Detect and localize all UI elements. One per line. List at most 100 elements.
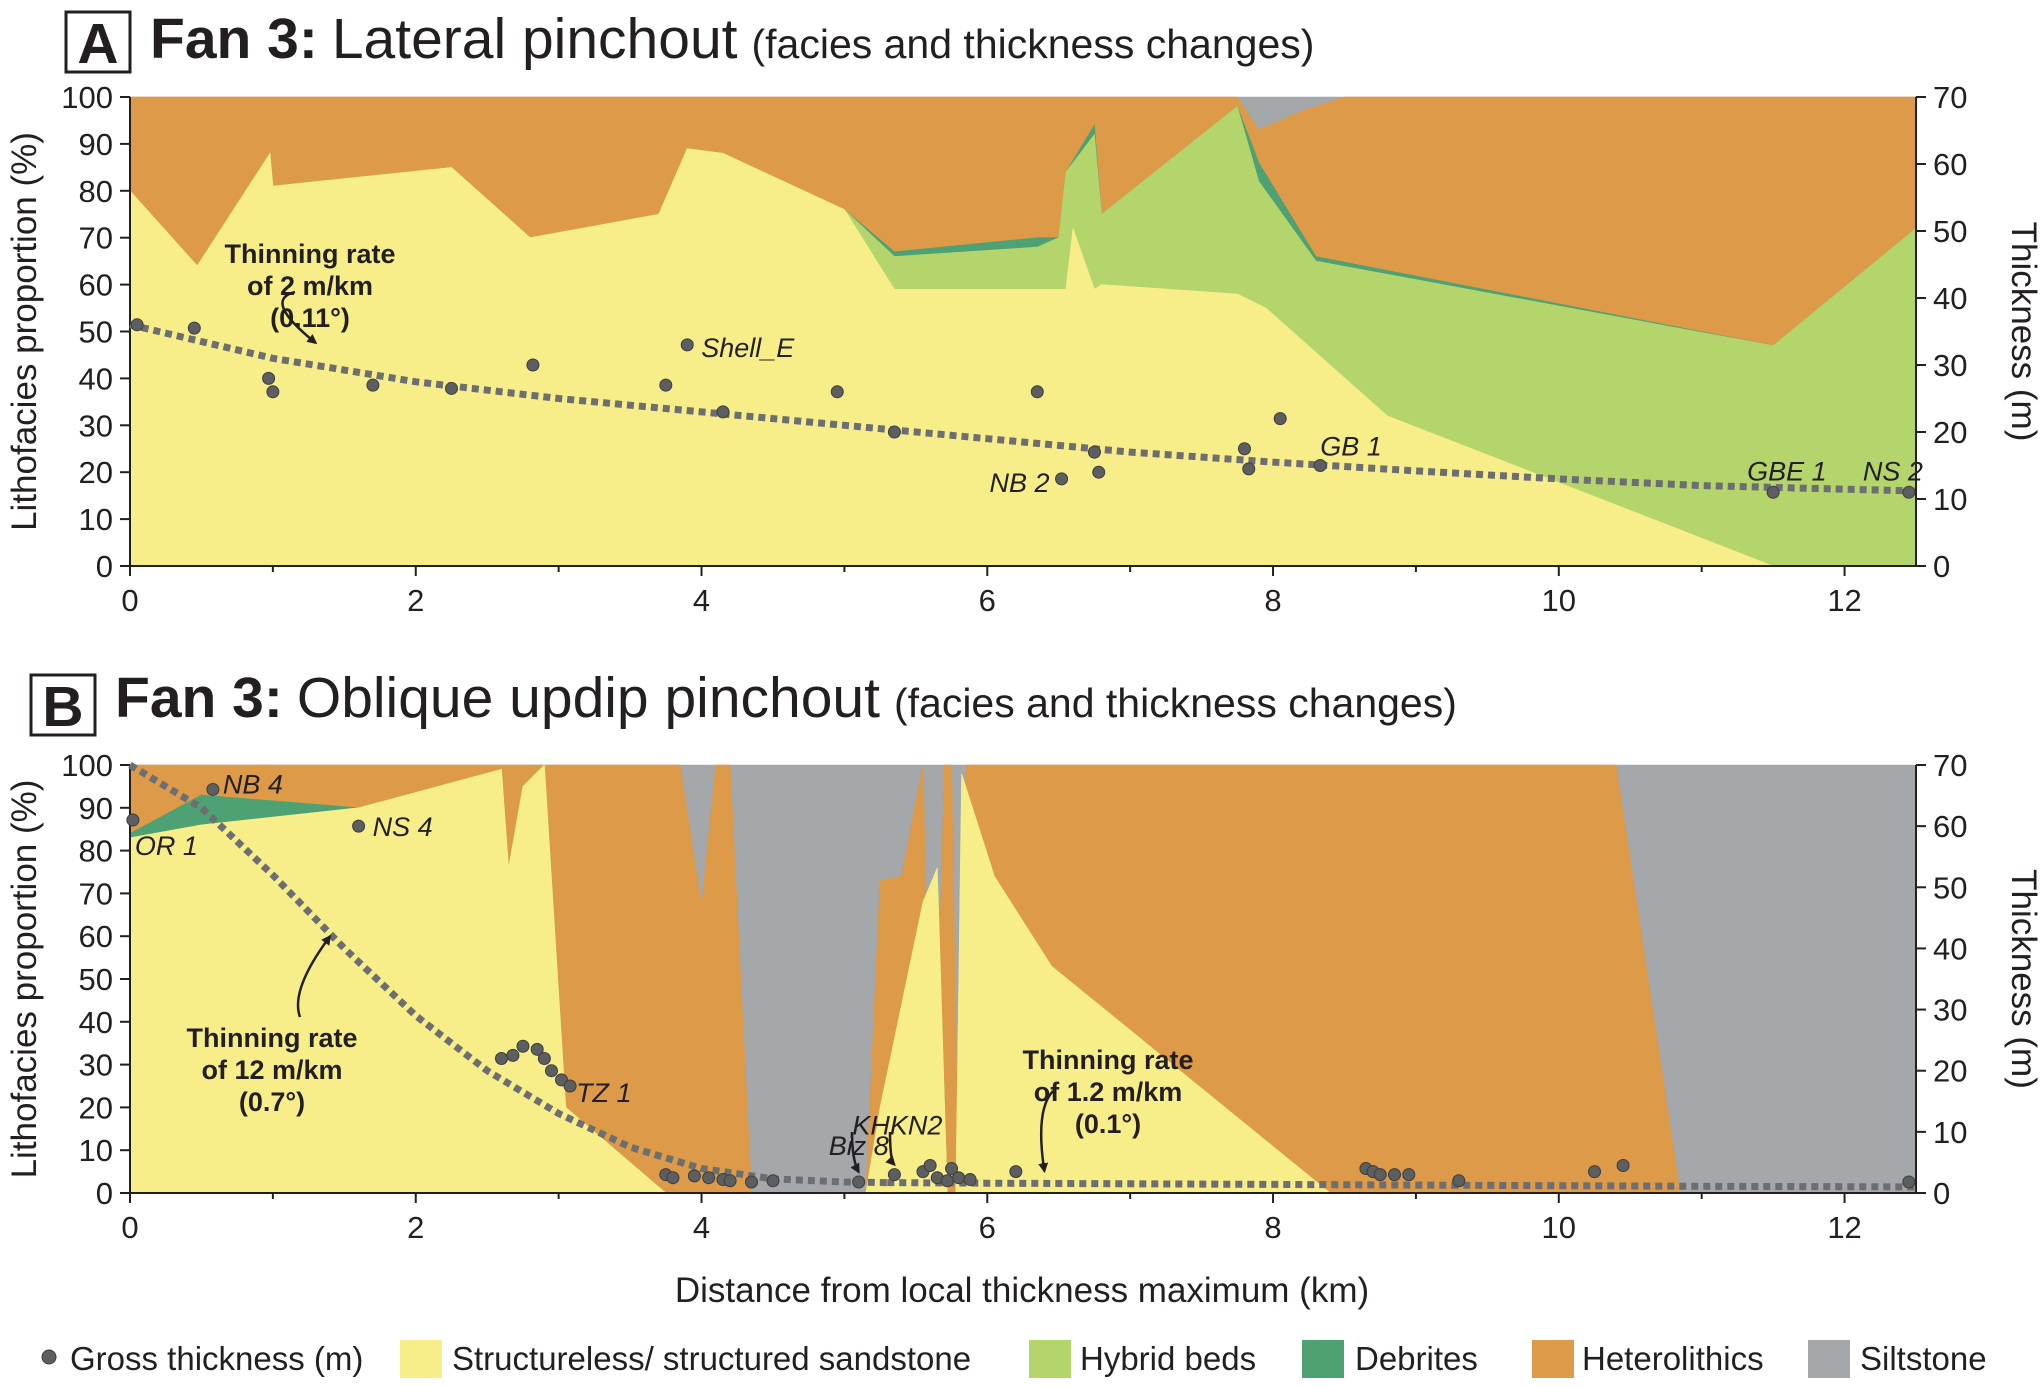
legend-item-hybrid: Hybrid beds bbox=[1029, 1340, 1256, 1378]
well-label: GB 1 bbox=[1320, 432, 1382, 462]
y-axis-title-left: Lithofacies proportion (%) bbox=[5, 132, 44, 531]
thickness-point bbox=[526, 358, 540, 372]
thinning-rate-label: (0.1°) bbox=[1075, 1109, 1141, 1139]
well-label: TZ 1 bbox=[576, 1078, 632, 1108]
thickness-point bbox=[516, 1039, 530, 1053]
thickness-point bbox=[187, 321, 201, 335]
panel-title: Fan 3: Oblique updip pinchout (facies and … bbox=[115, 666, 1457, 730]
well-label: KHKN2 bbox=[852, 1111, 942, 1141]
thickness-point bbox=[887, 425, 901, 439]
annotation-arrow bbox=[281, 290, 318, 345]
legend-label: Structureless/ structured sandstone bbox=[452, 1340, 971, 1377]
well-label: NB 2 bbox=[990, 468, 1050, 498]
thinning-rate-label: Thinning rate bbox=[1023, 1045, 1194, 1075]
x-tick-label: 8 bbox=[1264, 583, 1281, 618]
thickness-point bbox=[852, 1175, 866, 1189]
y-left-tick-label: 60 bbox=[79, 268, 113, 303]
y-right-tick-label: 40 bbox=[1933, 931, 1967, 966]
legend-label: Hybrid beds bbox=[1080, 1340, 1256, 1377]
thickness-point bbox=[352, 819, 366, 833]
legend-item-siltstone: Siltstone bbox=[1808, 1340, 1987, 1378]
thickness-point bbox=[702, 1171, 716, 1185]
y-axis-title-right: Thickness (m) bbox=[2004, 869, 2043, 1089]
thickness-point bbox=[563, 1079, 577, 1093]
y-right-tick-label: 10 bbox=[1933, 482, 1967, 517]
y-axis-title-left: Lithofacies proportion (%) bbox=[5, 780, 44, 1179]
annotation-arrow bbox=[296, 934, 332, 1018]
thickness-point bbox=[537, 1051, 551, 1065]
thickness-point bbox=[206, 782, 220, 796]
thickness-point bbox=[1030, 385, 1044, 399]
thickness-point bbox=[680, 338, 694, 352]
annotation-arrow bbox=[1038, 1090, 1054, 1174]
y-right-tick-label: 30 bbox=[1933, 348, 1967, 383]
x-axis-title: Distance from local thickness maximum (k… bbox=[675, 1271, 1369, 1310]
y-left-tick-label: 10 bbox=[79, 502, 113, 537]
well-label: OR 1 bbox=[135, 831, 198, 861]
y-left-tick-label: 40 bbox=[79, 361, 113, 396]
thickness-point bbox=[126, 813, 140, 827]
x-tick-label: 10 bbox=[1542, 1210, 1576, 1245]
panel-title: Fan 3: Lateral pinchout (facies and thickn… bbox=[150, 7, 1314, 71]
thickness-point bbox=[130, 318, 144, 332]
well-label: NB 4 bbox=[223, 769, 283, 799]
thickness-point bbox=[1092, 465, 1106, 479]
y-left-tick-label: 100 bbox=[61, 748, 113, 783]
x-tick-label: 6 bbox=[979, 583, 996, 618]
x-tick-label: 12 bbox=[1827, 583, 1861, 618]
y-right-tick-label: 40 bbox=[1933, 281, 1967, 316]
thickness-point bbox=[1452, 1174, 1466, 1188]
legend-swatch bbox=[1302, 1340, 1344, 1378]
x-tick-label: 0 bbox=[121, 1210, 138, 1245]
y-right-tick-label: 50 bbox=[1933, 870, 1967, 905]
legend-swatch bbox=[1808, 1340, 1850, 1378]
thickness-point bbox=[1588, 1165, 1602, 1179]
thickness-point bbox=[766, 1174, 780, 1188]
legend-label: Gross thickness (m) bbox=[70, 1340, 363, 1377]
y-right-tick-label: 60 bbox=[1933, 809, 1967, 844]
x-tick-label: 12 bbox=[1827, 1210, 1861, 1245]
thickness-point bbox=[1242, 462, 1256, 476]
thickness-point bbox=[366, 378, 380, 392]
y-right-tick-label: 20 bbox=[1933, 1054, 1967, 1089]
annotation-arrow bbox=[885, 1131, 896, 1167]
legend-swatch bbox=[1029, 1340, 1071, 1378]
area-sandstone bbox=[129, 764, 1916, 1194]
thickness-point bbox=[723, 1174, 737, 1188]
thinning-rate-label: of 1.2 m/km bbox=[1034, 1077, 1183, 1107]
thickness-point bbox=[1616, 1158, 1630, 1172]
trend-line bbox=[129, 321, 1917, 495]
y-right-tick-label: 10 bbox=[1933, 1115, 1967, 1150]
thickness-point bbox=[262, 371, 276, 385]
y-right-tick-label: 30 bbox=[1933, 993, 1967, 1028]
legend-label: Siltstone bbox=[1860, 1340, 1987, 1377]
legend-item-sandstone: Structureless/ structured sandstone bbox=[400, 1340, 971, 1378]
y-right-tick-label: 60 bbox=[1933, 147, 1967, 182]
legend-item-gross: Gross thickness (m) bbox=[41, 1340, 363, 1377]
thickness-point bbox=[830, 385, 844, 399]
thinning-rate-label: (0.11°) bbox=[270, 303, 350, 333]
panel-b: B Fan 3: Oblique updip pinchout (facies and… bbox=[5, 666, 2043, 1245]
panel-subtitle: (facies and thickness changes) bbox=[894, 680, 1457, 726]
thickness-point bbox=[1313, 459, 1327, 472]
legend-item-debrite: Debrites bbox=[1302, 1340, 1478, 1378]
legend-swatch-dot bbox=[41, 1349, 57, 1365]
thickness-point bbox=[266, 385, 280, 399]
thinning-rate-label: (0.7°) bbox=[239, 1087, 305, 1117]
y-right-tick-label: 50 bbox=[1933, 214, 1967, 249]
axes bbox=[120, 764, 1926, 1203]
thickness-point bbox=[963, 1173, 977, 1187]
thickness-point bbox=[1087, 445, 1101, 459]
trend-line bbox=[887, 1179, 1917, 1191]
x-tick-label: 2 bbox=[407, 1210, 424, 1245]
thickness-point bbox=[1273, 412, 1287, 426]
y-left-tick-label: 90 bbox=[79, 127, 113, 162]
y-left-tick-label: 50 bbox=[79, 315, 113, 350]
y-right-tick-label: 20 bbox=[1933, 415, 1967, 450]
panel-title-main: Oblique updip pinchout bbox=[297, 666, 880, 730]
y-left-tick-label: 30 bbox=[79, 1048, 113, 1083]
thinning-rate-label: Thinning rate bbox=[187, 1023, 358, 1053]
legend-item-heterolithic: Heterolithics bbox=[1532, 1340, 1764, 1378]
y-left-tick-label: 70 bbox=[79, 221, 113, 256]
y-left-tick-label: 80 bbox=[79, 174, 113, 209]
